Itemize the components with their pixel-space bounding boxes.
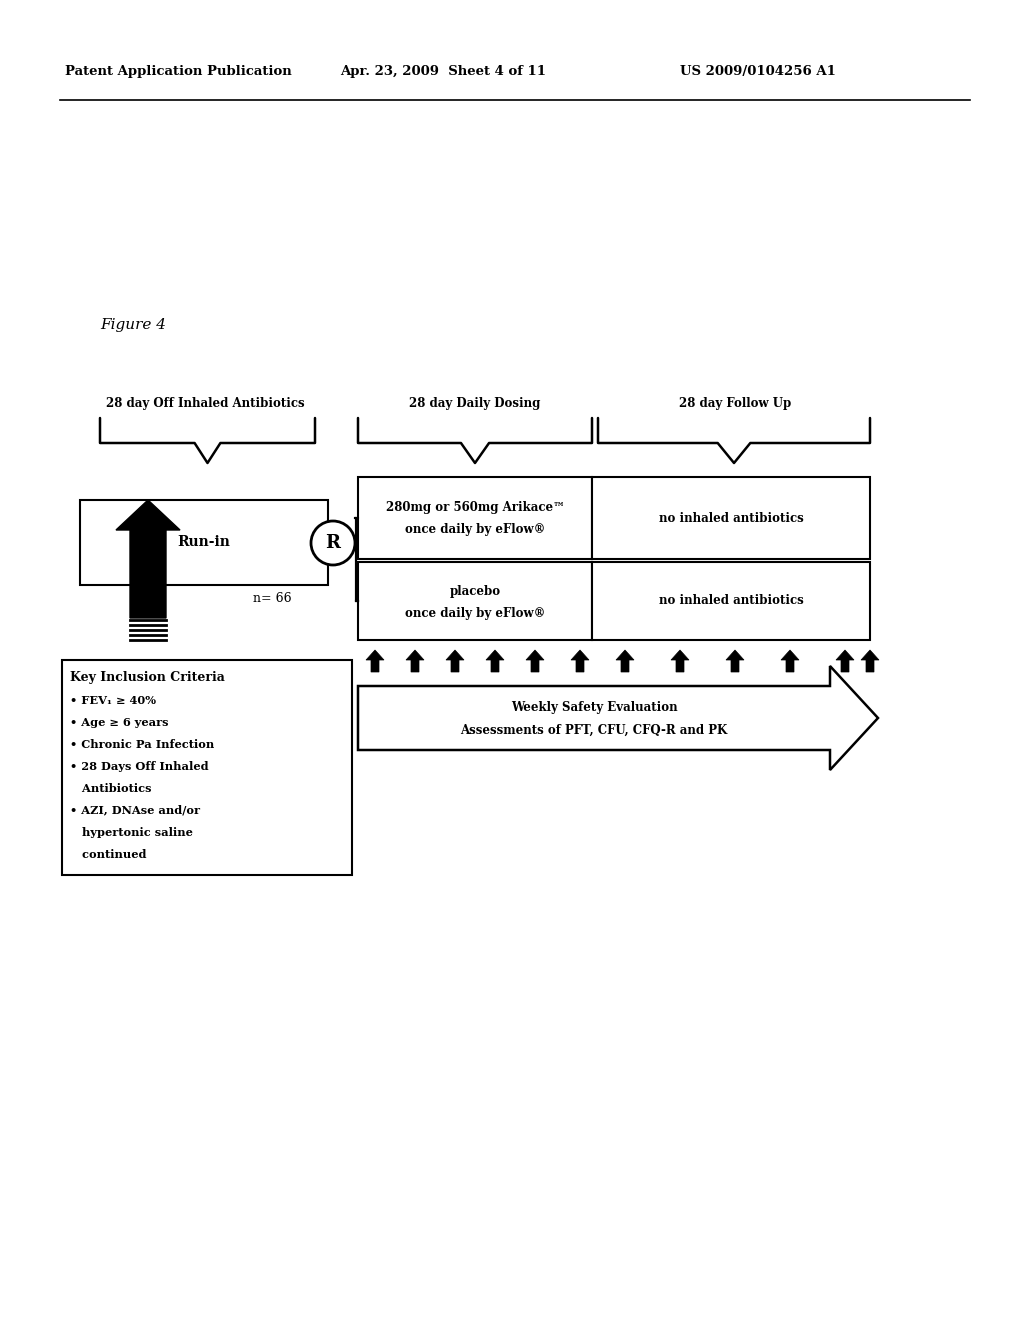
Circle shape: [311, 521, 355, 565]
Polygon shape: [406, 649, 424, 672]
Text: hypertonic saline: hypertonic saline: [70, 826, 193, 837]
Bar: [592, 477, 870, 558]
Polygon shape: [358, 667, 878, 770]
Polygon shape: [781, 649, 799, 672]
Text: 280mg or 560mg Arikace™: 280mg or 560mg Arikace™: [386, 502, 564, 515]
Text: Assessments of PFT, CFU, CFQ-R and PK: Assessments of PFT, CFU, CFQ-R and PK: [461, 723, 728, 737]
Text: • AZI, DNAse and/or: • AZI, DNAse and/or: [70, 804, 200, 816]
Text: R: R: [326, 535, 341, 552]
Text: 28 day Off Inhaled Antibiotics: 28 day Off Inhaled Antibiotics: [105, 397, 304, 411]
Polygon shape: [836, 649, 854, 672]
Text: placebo: placebo: [450, 585, 501, 598]
Text: no inhaled antibiotics: no inhaled antibiotics: [658, 594, 804, 607]
Text: Run-in: Run-in: [177, 535, 230, 549]
Text: once daily by eFlow®: once daily by eFlow®: [404, 606, 545, 619]
Polygon shape: [616, 649, 634, 672]
Text: • FEV₁ ≥ 40%: • FEV₁ ≥ 40%: [70, 694, 156, 705]
Text: 28 day Daily Dosing: 28 day Daily Dosing: [410, 397, 541, 411]
Polygon shape: [726, 649, 744, 672]
Text: Weekly Safety Evaluation: Weekly Safety Evaluation: [511, 701, 677, 714]
Polygon shape: [366, 649, 384, 672]
Text: Patent Application Publication: Patent Application Publication: [65, 66, 292, 78]
Text: Figure 4: Figure 4: [100, 318, 166, 333]
Text: continued: continued: [70, 849, 146, 859]
Bar: [80, 500, 328, 585]
Text: 28 day Follow Up: 28 day Follow Up: [679, 397, 792, 411]
Bar: [358, 562, 592, 640]
Text: US 2009/0104256 A1: US 2009/0104256 A1: [680, 66, 836, 78]
Text: • Age ≥ 6 years: • Age ≥ 6 years: [70, 717, 169, 727]
Bar: [62, 660, 352, 875]
Text: • 28 Days Off Inhaled: • 28 Days Off Inhaled: [70, 760, 209, 771]
Polygon shape: [116, 500, 180, 618]
Polygon shape: [486, 649, 504, 672]
Polygon shape: [446, 649, 464, 672]
Text: • Chronic Pa Infection: • Chronic Pa Infection: [70, 738, 214, 750]
Bar: [592, 562, 870, 640]
Text: no inhaled antibiotics: no inhaled antibiotics: [658, 511, 804, 524]
Text: n= 66: n= 66: [253, 591, 291, 605]
Text: Antibiotics: Antibiotics: [70, 783, 152, 793]
Bar: [358, 477, 592, 558]
Polygon shape: [571, 649, 589, 672]
Polygon shape: [671, 649, 689, 672]
Text: Apr. 23, 2009  Sheet 4 of 11: Apr. 23, 2009 Sheet 4 of 11: [340, 66, 546, 78]
Text: once daily by eFlow®: once daily by eFlow®: [404, 524, 545, 536]
Polygon shape: [526, 649, 544, 672]
Polygon shape: [861, 649, 879, 672]
Text: Key Inclusion Criteria: Key Inclusion Criteria: [70, 672, 225, 685]
